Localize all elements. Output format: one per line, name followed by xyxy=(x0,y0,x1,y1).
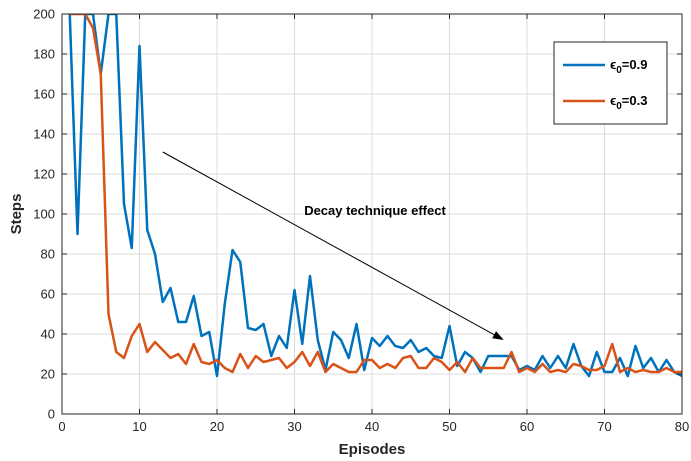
x-tick-label-60: 60 xyxy=(520,419,534,434)
y-tick-label-180: 180 xyxy=(33,47,55,62)
x-tick-label-50: 50 xyxy=(442,419,456,434)
annotation-arrow xyxy=(162,151,495,336)
x-axis-title: Episodes xyxy=(339,441,406,458)
x-tick-label-20: 20 xyxy=(210,419,224,434)
axis-ticks: 0 10 20 30 40 50 60 70 80 0 20 40 60 80 100 120 140 160 18… xyxy=(33,7,689,435)
y-axis-title: Steps xyxy=(8,194,25,235)
y-tick-label-0: 0 xyxy=(48,407,55,422)
x-tick-label-80: 80 xyxy=(675,419,689,434)
y-tick-label-120: 120 xyxy=(33,167,55,182)
legend-label-2-symbol: ϵ xyxy=(610,93,616,108)
y-tick-label-80: 80 xyxy=(41,247,55,262)
x-tick-label-70: 70 xyxy=(597,419,611,434)
y-tick-label-60: 60 xyxy=(41,287,55,302)
series-line-1 xyxy=(68,14,682,378)
legend-label-1: ϵ0=0.9 xyxy=(610,57,647,76)
x-tick-label-10: 10 xyxy=(132,419,146,434)
series-line-2 xyxy=(69,14,682,374)
annotation-text: Decay technique effect xyxy=(304,203,446,218)
y-tick-label-20: 20 xyxy=(41,367,55,382)
y-tick-label-200: 200 xyxy=(33,7,55,22)
series-layer xyxy=(68,14,682,378)
legend-box xyxy=(553,41,668,125)
annotation-arrowhead xyxy=(492,331,504,340)
legend-entry-1: ϵ0=0.9 xyxy=(563,57,647,76)
y-tick-label-100: 100 xyxy=(33,207,55,222)
y-tick-label-40: 40 xyxy=(41,327,55,342)
annotation: Decay technique effect xyxy=(162,151,504,340)
y-tick-label-140: 140 xyxy=(33,127,55,142)
legend-label-1-value: =0.9 xyxy=(622,57,648,72)
x-tick-label-40: 40 xyxy=(365,419,379,434)
legend-label-2-subscript: 0 xyxy=(616,101,622,112)
y-tick-label-160: 160 xyxy=(33,87,55,102)
legend: ϵ0=0.9 ϵ0=0.3 xyxy=(553,41,668,125)
legend-entry-2: ϵ0=0.3 xyxy=(563,93,647,112)
legend-label-1-symbol: ϵ xyxy=(610,57,616,72)
legend-label-2-value: =0.3 xyxy=(622,93,648,108)
legend-label-2: ϵ0=0.3 xyxy=(610,93,647,112)
x-tick-label-30: 30 xyxy=(287,419,301,434)
x-tick-label-0: 0 xyxy=(58,419,65,434)
legend-label-1-subscript: 0 xyxy=(616,65,622,76)
